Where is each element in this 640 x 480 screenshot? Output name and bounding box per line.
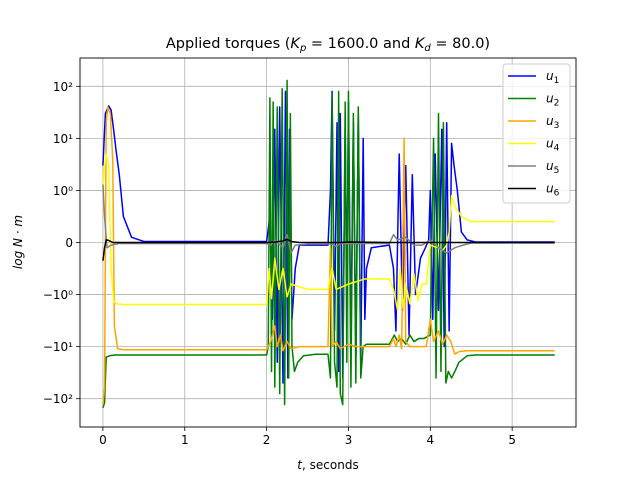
x-tick-label: 2: [263, 433, 271, 447]
legend: u1 u2 u3 u4 u5 u6: [502, 63, 571, 204]
legend-label-u1: u1: [546, 69, 559, 86]
chart-title: Applied torques (Kp = 1600.0 and Kd = 80…: [166, 36, 490, 54]
y-tick-label: 10²: [53, 80, 73, 94]
legend-label-u5: u5: [546, 159, 559, 176]
x-axis-label: t, seconds: [297, 458, 358, 472]
x-tick-label: 3: [345, 433, 353, 447]
y-axis-label: log N · m: [11, 215, 25, 269]
x-tick-label: 0: [99, 433, 107, 447]
legend-box: [502, 63, 571, 204]
x-tick-label: 4: [426, 433, 434, 447]
legend-label-u6: u6: [546, 182, 560, 199]
y-tick-label: 10⁰: [53, 184, 73, 198]
y-tick-label: −10⁰: [43, 288, 73, 302]
legend-label-u3: u3: [546, 114, 559, 131]
x-axis-ticks: 0 1 2 3 4 5: [99, 427, 516, 447]
y-tick-label: −10²: [43, 392, 73, 406]
legend-label-u2: u2: [546, 92, 559, 109]
y-tick-label: 10¹: [53, 132, 73, 146]
x-tick-label: 1: [181, 433, 189, 447]
y-tick-label: −10¹: [43, 340, 73, 354]
x-tick-label: 5: [508, 433, 516, 447]
series-line-u6: [102, 238, 555, 261]
y-tick-label: 0: [65, 236, 73, 250]
series-line-u5: [102, 184, 555, 254]
series-line-u2: [102, 79, 555, 409]
series-layer: [102, 79, 555, 409]
y-axis-ticks: 10² 10¹ 10⁰ 0 −10⁰ −10¹ −10²: [43, 80, 80, 406]
legend-label-u4: u4: [546, 137, 560, 154]
series-line-u3: [102, 106, 555, 405]
